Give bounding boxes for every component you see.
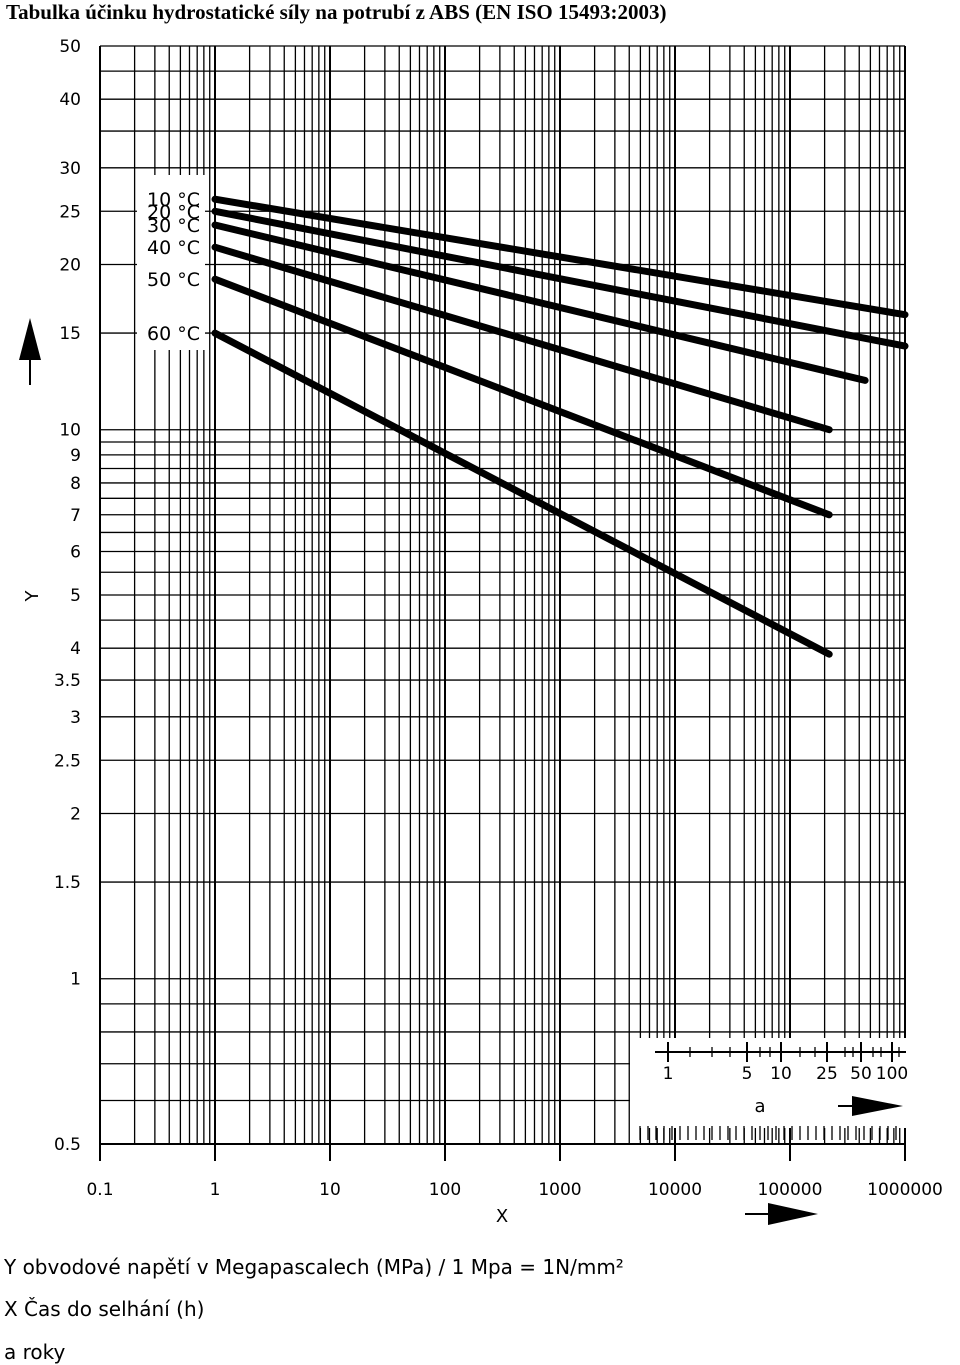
years-tick-label: 50 xyxy=(850,1064,872,1084)
series-line-3 xyxy=(211,221,869,384)
y-tick-label: 1.5 xyxy=(54,873,81,893)
years-tick-label: 5 xyxy=(742,1064,753,1084)
y-tick-label: 2 xyxy=(70,804,81,824)
x-tick-label: 10 xyxy=(319,1180,341,1200)
legend-a-description: a roky xyxy=(4,1340,66,1364)
temperature-label-box xyxy=(137,175,205,350)
y-tick-label: 9 xyxy=(70,446,81,466)
y-tick-label: 7 xyxy=(70,506,81,526)
y-tick-label: 15 xyxy=(59,324,81,344)
y-tick-label: 8 xyxy=(70,474,81,494)
x-tick-label: 1000 xyxy=(538,1180,581,1200)
y-tick-label: 6 xyxy=(70,543,81,563)
series-label: 10 °C xyxy=(147,189,200,211)
years-tick-label: 25 xyxy=(816,1064,838,1084)
x-axis-label: X xyxy=(496,1206,508,1227)
y-tick-label: 25 xyxy=(59,202,81,222)
x-tick-label: 100 xyxy=(429,1180,461,1200)
series-label: 50 °C xyxy=(147,269,200,291)
y-arrow-head xyxy=(19,318,41,360)
y-tick-label: 10 xyxy=(59,421,81,441)
series-label: 30 °C xyxy=(147,215,200,237)
y-tick-label: 5 xyxy=(70,586,81,606)
years-tick-label: 100 xyxy=(876,1064,908,1084)
series-line-6 xyxy=(211,329,833,658)
series-label: 40 °C xyxy=(147,237,200,259)
x-tick-label: 10000 xyxy=(648,1180,702,1200)
series-label: 20 °C xyxy=(147,201,200,223)
years-axis-label: a xyxy=(754,1096,765,1117)
y-axis-label: Y xyxy=(22,590,43,603)
tick-labels: 10 °C20 °C30 °C40 °C 50 °C 60 °C 0.5 1 1.5 2 2.… xyxy=(19,37,943,1227)
x-tick-label: 1000000 xyxy=(867,1180,943,1200)
grid xyxy=(99,45,906,1161)
years-tick-label: 10 xyxy=(770,1064,792,1084)
y-tick-label: 40 xyxy=(59,90,81,110)
series-line-2 xyxy=(211,207,909,350)
y-tick-label: 3.5 xyxy=(54,671,81,691)
x-arrow-head xyxy=(768,1203,818,1225)
y-tick-label: 4 xyxy=(70,639,81,659)
series-line-1 xyxy=(211,195,909,319)
y-tick-label: 30 xyxy=(59,159,81,179)
years-tick-label: 1 xyxy=(663,1064,674,1084)
chart-title: Tabulka účinku hydrostatické síly na pot… xyxy=(6,0,667,24)
legend-y-description: Y obvodové napětí v Megapascalech (MPa) … xyxy=(4,1255,624,1279)
years-arrow-head xyxy=(852,1096,903,1116)
x-tick-label: 100000 xyxy=(758,1180,823,1200)
series-line-4 xyxy=(211,243,833,434)
y-tick-label: 1 xyxy=(70,970,81,990)
series-line-5 xyxy=(211,275,833,519)
x-tick-label: 0.1 xyxy=(86,1180,113,1200)
y-tick-label: 20 xyxy=(59,255,81,275)
y-tick-label: 2.5 xyxy=(54,751,81,771)
legend-x-description: X Čas do selhání (h) xyxy=(4,1297,205,1321)
y-tick-label: 3 xyxy=(70,708,81,728)
y-tick-label: 0.5 xyxy=(54,1135,81,1155)
series-lines xyxy=(211,195,909,658)
y-tick-label: 50 xyxy=(59,37,81,57)
series-label: 60 °C xyxy=(147,323,200,345)
x-tick-label: 1 xyxy=(210,1180,221,1200)
years-axis-inset: 1 5 10 25 50 100 a xyxy=(630,1038,908,1140)
